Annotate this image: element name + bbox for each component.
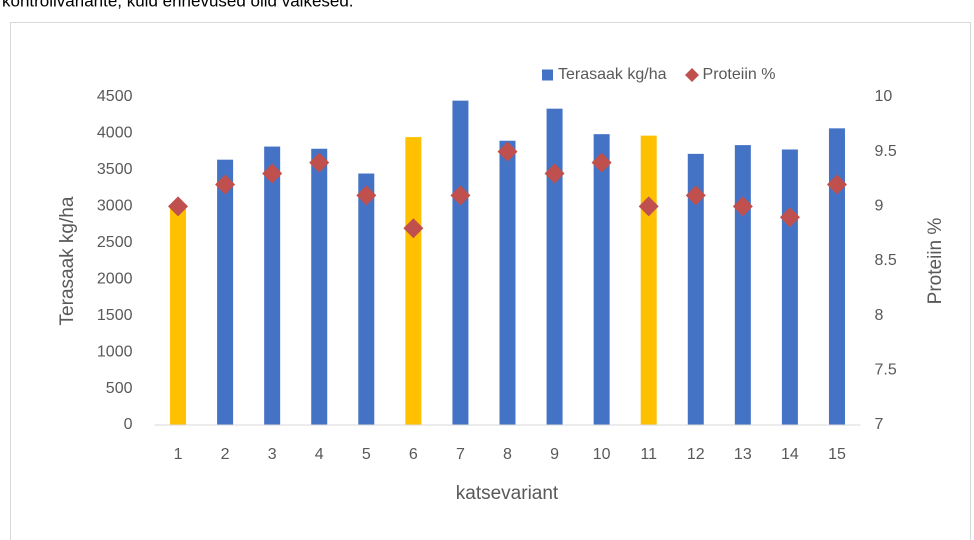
marker <box>779 207 800 228</box>
bar <box>264 146 281 425</box>
x-tick-label: 10 <box>593 446 611 463</box>
y-tick-label: 3000 <box>97 198 133 215</box>
bar <box>311 148 328 426</box>
y-tick-label: 2500 <box>97 234 133 251</box>
legend-label: Terasaak kg/ha <box>558 66 667 83</box>
y2-axis-label: Proteiin % <box>925 218 946 305</box>
x-tick-label: 7 <box>456 446 465 463</box>
x-tick-label: 5 <box>362 446 371 463</box>
legend-label: Proteiin % <box>703 66 776 83</box>
x-tick-label: 14 <box>781 446 799 463</box>
y-tick-label: 0 <box>124 416 133 433</box>
marker <box>215 174 236 195</box>
x-tick-label: 2 <box>221 446 230 463</box>
y2-tick-label: 10 <box>875 88 893 105</box>
marker <box>403 218 424 239</box>
y2-tick-label: 9 <box>875 198 884 215</box>
legend-swatch <box>542 69 553 81</box>
marker <box>309 152 330 173</box>
y-tick-label: 500 <box>106 380 133 397</box>
caption: kontrollvariante, kuid erinevused olid v… <box>2 0 354 10</box>
legend-swatch <box>685 68 700 82</box>
bar <box>405 137 422 426</box>
y-tick-label: 1500 <box>97 307 133 324</box>
marker <box>638 196 659 217</box>
bar <box>452 100 469 426</box>
bar <box>687 153 704 425</box>
marker <box>732 196 753 217</box>
x-tick-label: 13 <box>734 446 752 463</box>
y-tick-label: 2000 <box>97 270 133 287</box>
y-axis-label: Terasaak kg/ha <box>57 196 78 325</box>
bar <box>217 159 234 425</box>
bar <box>499 140 516 425</box>
y2-tick-label: 9.5 <box>875 143 897 160</box>
bar <box>546 108 563 425</box>
y2-tick-label: 8 <box>875 307 884 324</box>
y-tick-label: 3500 <box>97 161 133 178</box>
marker <box>356 185 377 206</box>
x-tick-label: 6 <box>409 446 418 463</box>
bar <box>358 173 375 425</box>
x-tick-label: 3 <box>268 446 277 463</box>
chart-border <box>10 22 971 540</box>
x-tick-label: 15 <box>828 446 846 463</box>
y2-tick-label: 8.5 <box>875 252 897 269</box>
marker <box>497 141 518 162</box>
y2-tick-label: 7 <box>875 416 884 433</box>
marker <box>685 185 706 206</box>
bar <box>828 128 845 425</box>
y-tick-label: 1000 <box>97 343 133 360</box>
marker <box>591 152 612 173</box>
marker <box>450 185 471 206</box>
x-tick-label: 12 <box>687 446 705 463</box>
bar <box>734 145 751 425</box>
x-tick-label: 11 <box>640 446 657 463</box>
bar <box>640 135 657 425</box>
bar <box>170 206 187 425</box>
marker <box>262 163 283 184</box>
bar <box>593 134 610 425</box>
x-tick-label: 9 <box>550 446 559 463</box>
marker <box>544 163 565 184</box>
marker <box>168 196 189 217</box>
x-tick-label: 1 <box>174 446 183 463</box>
y-tick-label: 4500 <box>97 88 133 105</box>
bar <box>781 149 798 426</box>
y-tick-label: 4000 <box>97 125 133 142</box>
x-tick-label: 4 <box>315 446 324 463</box>
x-tick-label: 8 <box>503 446 512 463</box>
marker <box>826 174 847 195</box>
y2-tick-label: 7.5 <box>875 362 897 379</box>
x-axis-label: katsevariant <box>456 483 559 504</box>
